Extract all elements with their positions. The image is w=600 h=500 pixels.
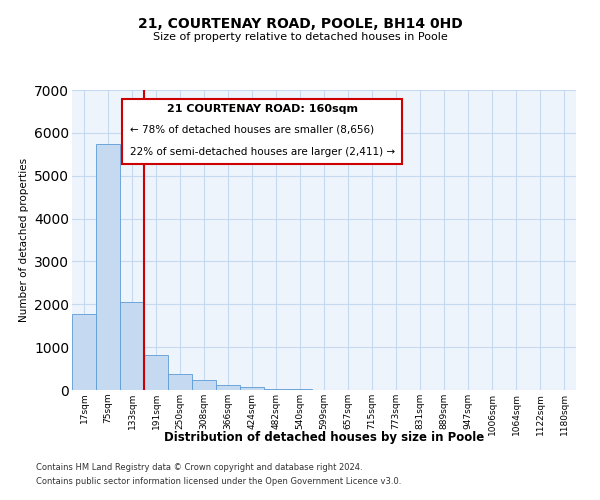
Text: 21, COURTENAY ROAD, POOLE, BH14 0HD: 21, COURTENAY ROAD, POOLE, BH14 0HD <box>137 18 463 32</box>
Text: ← 78% of detached houses are smaller (8,656): ← 78% of detached houses are smaller (8,… <box>130 125 374 135</box>
Bar <box>72 314 96 390</box>
Bar <box>288 388 312 390</box>
Bar <box>216 385 240 390</box>
Text: Contains public sector information licensed under the Open Government Licence v3: Contains public sector information licen… <box>36 477 401 486</box>
Bar <box>96 144 120 390</box>
Bar <box>240 388 264 390</box>
Bar <box>192 380 216 390</box>
Text: Size of property relative to detached houses in Poole: Size of property relative to detached ho… <box>152 32 448 42</box>
Bar <box>168 374 192 390</box>
Text: Contains HM Land Registry data © Crown copyright and database right 2024.: Contains HM Land Registry data © Crown c… <box>36 464 362 472</box>
Text: 21 COURTENAY ROAD: 160sqm: 21 COURTENAY ROAD: 160sqm <box>167 104 358 115</box>
Bar <box>264 388 288 390</box>
Text: Distribution of detached houses by size in Poole: Distribution of detached houses by size … <box>164 431 484 444</box>
Bar <box>144 355 168 390</box>
FancyBboxPatch shape <box>122 99 402 164</box>
Bar <box>120 302 144 390</box>
Y-axis label: Number of detached properties: Number of detached properties <box>19 158 29 322</box>
Text: 22% of semi-detached houses are larger (2,411) →: 22% of semi-detached houses are larger (… <box>130 147 395 157</box>
